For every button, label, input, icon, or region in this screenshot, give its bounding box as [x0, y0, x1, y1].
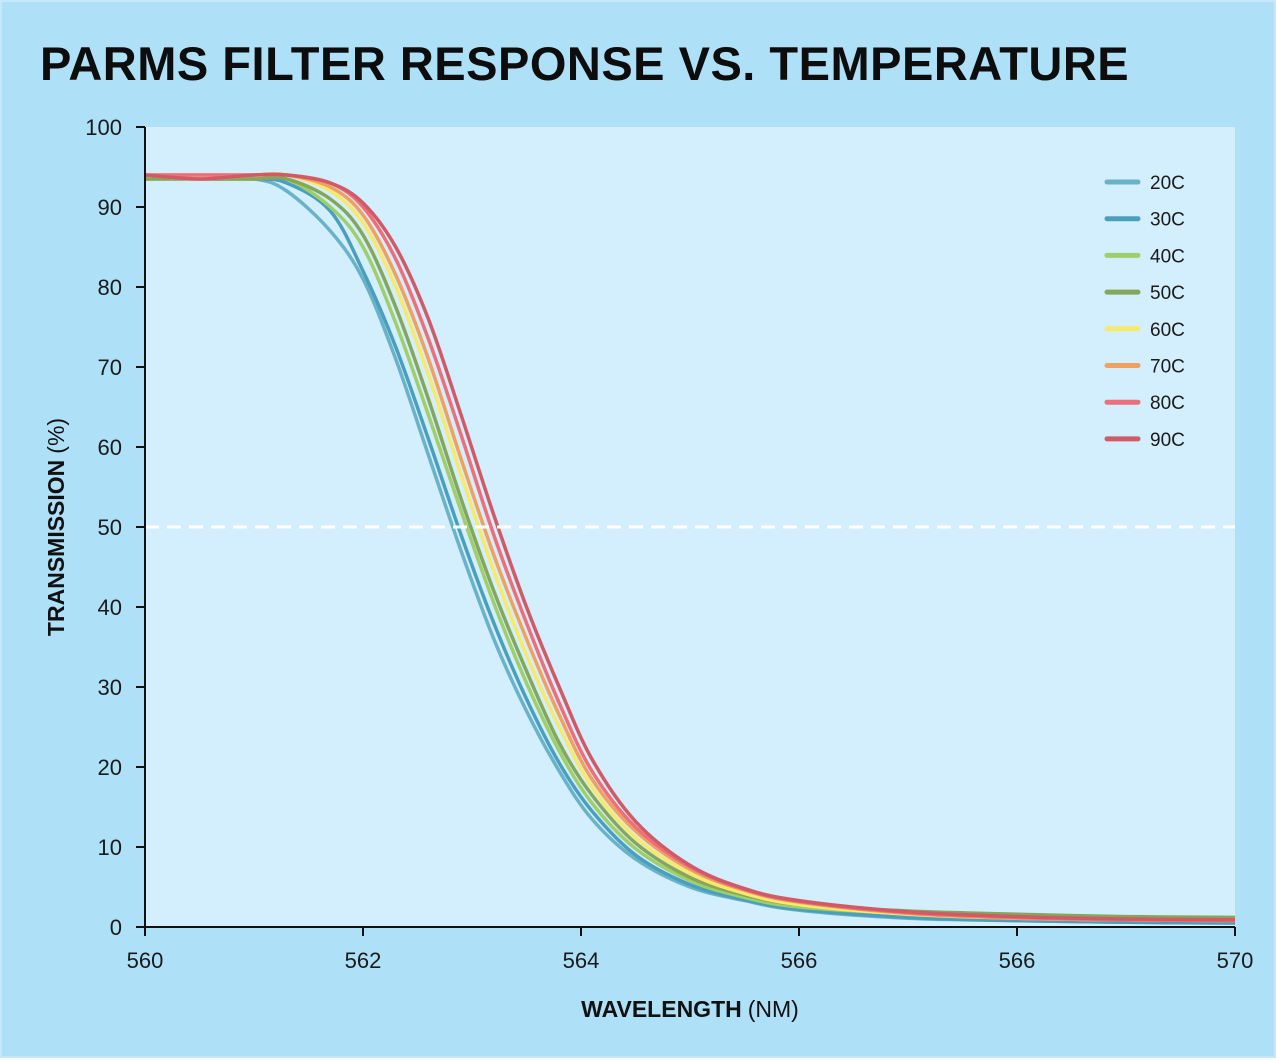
- y-tick-label: 10: [98, 835, 122, 860]
- y-axis-label: TRANSMISSION (%): [43, 418, 69, 636]
- series-line-30C: [144, 173, 1236, 925]
- x-tick-label: 560: [127, 948, 164, 973]
- y-tick-label: 50: [98, 515, 122, 540]
- y-tick-label: 20: [98, 755, 122, 780]
- series-layer: [144, 171, 1236, 925]
- x-tick-label: 566: [781, 948, 818, 973]
- chart-title: PARMS FILTER RESPONSE VS. TEMPERATURE: [40, 37, 1130, 90]
- y-tick-label: 90: [98, 195, 122, 220]
- legend-label-40C: 40C: [1150, 246, 1185, 267]
- x-tick-label: 570: [1217, 948, 1254, 973]
- legend-label-80C: 80C: [1150, 393, 1185, 414]
- legend-label-60C: 60C: [1150, 320, 1185, 341]
- x-tick-label: 566: [999, 948, 1036, 973]
- series-line-90C: [144, 172, 1236, 922]
- y-axis-label-unit: (%): [43, 418, 69, 454]
- legend-label-50C: 50C: [1150, 283, 1185, 304]
- y-tick-label: 30: [98, 675, 122, 700]
- y-axis-label-main: TRANSMISSION: [43, 460, 69, 636]
- x-axis-label-unit: (NM): [748, 996, 799, 1022]
- legend-label-70C: 70C: [1150, 357, 1185, 378]
- y-tick-label: 60: [98, 435, 122, 460]
- legend: 20C 30C 40C 50C 60C 70C 80C 90C: [1104, 173, 1185, 451]
- x-axis-label: WAVELENGTH (NM): [581, 996, 799, 1022]
- y-tick-label: 40: [98, 595, 122, 620]
- y-tick-label: 100: [85, 115, 122, 140]
- axes-layer: 0 10 20 30 40 50 60 70 80 90 100 560 562 564 566 566 570: [85, 115, 1253, 973]
- legend-label-30C: 30C: [1150, 210, 1185, 231]
- legend-label-90C: 90C: [1150, 430, 1185, 451]
- x-tick-label: 562: [345, 948, 382, 973]
- legend-label-20C: 20C: [1150, 173, 1185, 194]
- y-tick-label: 80: [98, 275, 122, 300]
- x-axis-label-main: WAVELENGTH: [581, 996, 742, 1022]
- x-tick-label: 564: [563, 948, 600, 973]
- y-tick-label: 0: [110, 915, 122, 940]
- y-tick-label: 70: [98, 355, 122, 380]
